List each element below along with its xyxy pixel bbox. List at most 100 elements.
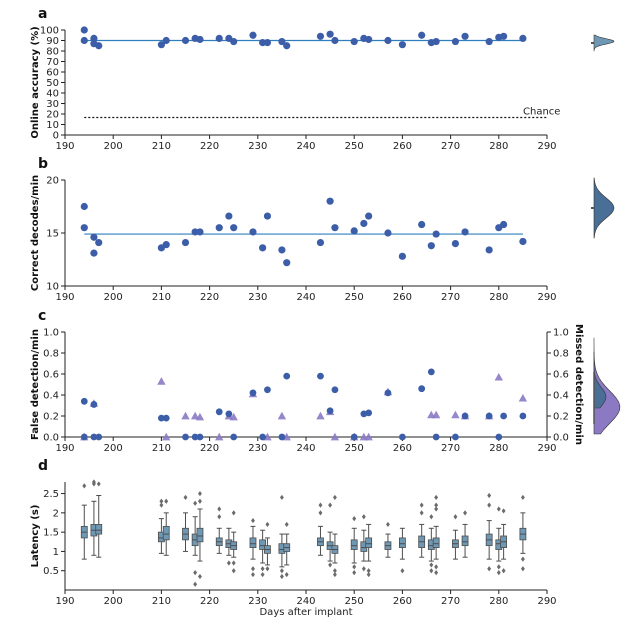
panel-c-false-point xyxy=(95,433,103,441)
panel-a-x-tick-label: 240 xyxy=(296,141,315,152)
panel-d-flier xyxy=(279,568,284,574)
panel-d-flier xyxy=(91,479,96,485)
panel-a-point xyxy=(80,36,88,45)
panel-b-letter: b xyxy=(38,156,48,172)
panel-d-flier xyxy=(332,494,337,501)
panel-d-flier xyxy=(520,556,525,562)
panel-c-y-tick-label-right: 0.8 xyxy=(553,349,569,360)
panel-c-x-tick-label: 270 xyxy=(441,443,460,454)
panel-d-flier xyxy=(96,481,101,487)
panel-d-flier xyxy=(284,521,289,528)
panel-d-flier xyxy=(265,521,270,528)
panel-d-flier xyxy=(226,560,231,566)
panel-d-flier xyxy=(231,510,236,516)
panel-b-point xyxy=(365,212,373,220)
panel-d-box xyxy=(350,539,358,550)
panel-b-point xyxy=(230,224,238,232)
panel-d-box xyxy=(95,524,103,535)
panel-d-flier xyxy=(434,502,439,508)
panel-a-point xyxy=(90,34,98,43)
panel-a-point xyxy=(461,32,469,40)
panel-d-flier xyxy=(260,571,265,578)
panel-c-y-tick-label-right: 0.4 xyxy=(553,391,569,402)
panel-b-point xyxy=(90,249,98,257)
panel-d-flier xyxy=(361,514,366,520)
panel-c-false-point xyxy=(196,433,204,441)
panel-a-y-tick-label: 10 xyxy=(46,120,59,131)
panel-b-density xyxy=(593,177,615,239)
panel-d-box xyxy=(162,525,170,541)
panel-a-x-tick-label: 290 xyxy=(537,141,556,152)
panel-d-flier xyxy=(400,568,405,574)
panel-c-missed-point xyxy=(157,377,166,385)
panel-b-point xyxy=(461,228,469,236)
panel-c-x-tick-label: 250 xyxy=(345,443,364,454)
panel-b-point xyxy=(249,228,257,236)
panel-b-point xyxy=(316,238,325,247)
panel-c-false-point xyxy=(427,368,435,376)
panel-a-y-tick-label: 70 xyxy=(46,57,59,68)
panel-d-box xyxy=(461,535,469,547)
panel-d-flier xyxy=(332,568,337,574)
panel-a-point xyxy=(418,31,426,39)
panel-d-flier xyxy=(520,566,525,572)
panel-b-point xyxy=(278,246,286,254)
panel-a-point xyxy=(95,42,103,50)
panel-d-flier xyxy=(487,502,492,508)
panel-d-flier xyxy=(198,498,202,504)
panel-b-point xyxy=(432,230,440,238)
panel-a-point xyxy=(384,36,392,45)
panel-c-y-tick-label: 0.4 xyxy=(43,391,59,402)
panel-b-correct-decodes: b Correct decodes/min 190 200 210 220 230 240 25… xyxy=(30,156,615,303)
panel-c-false-point xyxy=(485,412,493,420)
panel-d-y-tick-label: 2.5 xyxy=(43,489,59,500)
panel-d-x-tick-label: 220 xyxy=(200,596,219,607)
panel-a-y-tick-label: 90 xyxy=(46,36,59,47)
panel-b-point xyxy=(418,220,426,229)
panel-d-flier xyxy=(434,506,439,512)
panel-b-point xyxy=(451,240,460,248)
panel-c-missed-point xyxy=(162,432,171,441)
panel-d-flier xyxy=(429,562,434,568)
panel-b-point xyxy=(500,220,508,229)
panel-b-x-tick-label: 230 xyxy=(248,292,267,303)
panel-b-x-tick-label: 190 xyxy=(55,292,74,303)
panel-c-false-point xyxy=(317,372,324,380)
panel-a-y-label: Online accuracy (%) xyxy=(30,26,41,138)
panel-a-point xyxy=(519,34,527,43)
panel-c-false-point xyxy=(283,372,291,380)
panel-a-point xyxy=(451,37,460,46)
panel-b-point xyxy=(90,233,98,241)
panel-c-y-tick-label: 0.2 xyxy=(43,412,59,423)
panel-a-y-tick-label: 50 xyxy=(46,78,59,89)
panel-c-false-point xyxy=(350,433,358,441)
panel-d-letter: d xyxy=(38,458,48,474)
panel-a-y-tick-label: 60 xyxy=(46,68,59,79)
panel-c-y-tick-label-right: 0.6 xyxy=(553,370,569,381)
panel-c-y-tick-label-right: 0.2 xyxy=(553,412,569,423)
panel-b-point xyxy=(283,259,291,267)
panel-a-density xyxy=(593,34,615,52)
panel-b-x-tick-label: 220 xyxy=(200,292,219,303)
panel-d-box xyxy=(432,537,440,548)
panel-d-box xyxy=(365,537,373,548)
panel-c-y-label-right: Missed detection/min xyxy=(573,324,584,445)
panel-d-x-tick-label: 250 xyxy=(345,596,364,607)
panel-c-false-point xyxy=(80,397,88,405)
panel-c-false-point xyxy=(461,412,469,420)
panel-d-flier xyxy=(198,490,202,497)
panel-d-latency: d Latency (s) 190 200 210 220 230 240 250 260 270 2… xyxy=(30,458,557,618)
panel-a-y-tick-label: 20 xyxy=(46,110,59,121)
panel-c-missed-point xyxy=(364,432,373,441)
panel-a-y-tick-label: 0 xyxy=(53,131,59,142)
panel-a-point xyxy=(80,26,88,34)
panel-c-x-tick-label: 220 xyxy=(200,443,219,454)
panel-d-x-tick-label: 240 xyxy=(296,596,315,607)
panel-c-missed-point xyxy=(494,372,503,381)
panel-d-flier xyxy=(198,573,202,580)
panel-b-point xyxy=(263,212,272,220)
panel-b-y-tick-label: 20 xyxy=(46,176,59,187)
panel-d-flier xyxy=(419,502,424,508)
panel-d-flier xyxy=(463,510,468,516)
panel-c-false-point xyxy=(215,408,223,416)
